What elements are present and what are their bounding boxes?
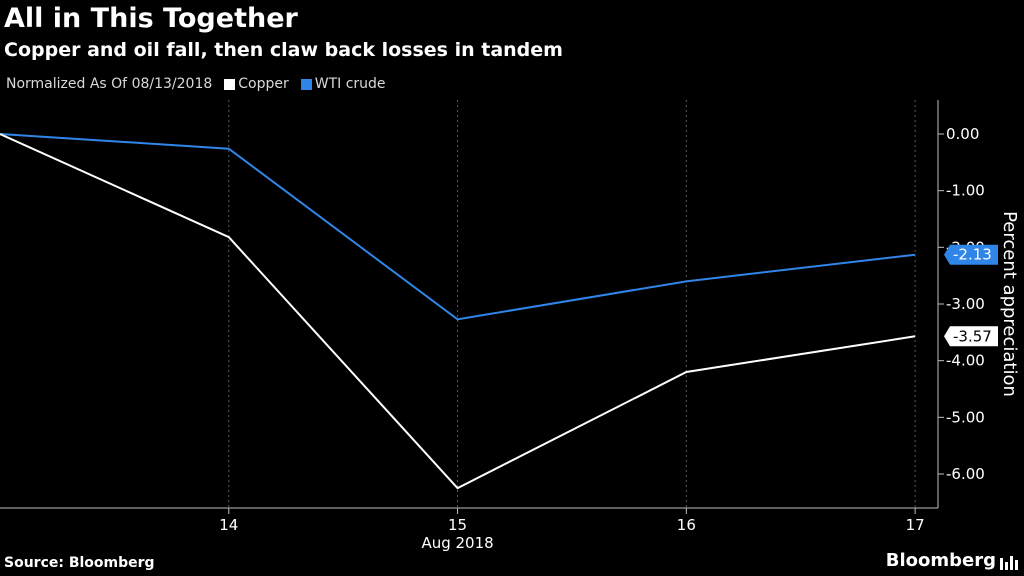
x-tick-label-14: 14 — [219, 516, 238, 534]
end-label-copper: -3.57 — [953, 327, 992, 345]
legend-swatch-copper — [224, 78, 236, 90]
x-tick-label-16: 16 — [677, 516, 696, 534]
legend: Normalized As Of 08/13/2018 Copper WTI c… — [6, 76, 386, 92]
end-label-wti-crude: -2.13 — [953, 246, 992, 264]
y-tick-label-6: -6.00 — [946, 465, 985, 483]
x-axis-sublabel: Aug 2018 — [421, 534, 493, 552]
y-tick-label-4: -4.00 — [946, 352, 985, 370]
y-tick-label-5: -5.00 — [946, 408, 985, 426]
legend-item-copper: Copper — [224, 76, 289, 92]
x-tick-label-17: 17 — [906, 516, 925, 534]
legend-note: Normalized As Of 08/13/2018 — [6, 76, 213, 92]
series-line-wti-crude — [0, 133, 916, 321]
brand-wordmark: Bloomberg — [885, 550, 996, 571]
y-axis-title: Percent appreciation — [999, 211, 1020, 397]
legend-label-wti: WTI crude — [314, 76, 386, 92]
series-line-copper — [0, 133, 916, 490]
end-label-tag-copper — [944, 326, 998, 347]
y-tick-label-1: -1.00 — [946, 182, 985, 200]
chart-subtitle: Copper and oil fall, then claw back loss… — [4, 39, 563, 61]
bloomberg-logo-icon — [1000, 556, 1018, 570]
legend-label-copper: Copper — [238, 76, 289, 92]
chart-title: All in This Together — [4, 3, 298, 34]
source-note: Source: Bloomberg — [4, 555, 155, 571]
end-label-tag-wti-crude — [944, 244, 998, 265]
x-tick-label-15: 15 — [448, 516, 467, 534]
y-tick-label-3: -3.00 — [946, 295, 985, 313]
legend-swatch-wti — [300, 78, 312, 90]
legend-item-wti: WTI crude — [300, 76, 386, 92]
y-tick-label-0: 0.00 — [946, 125, 979, 143]
